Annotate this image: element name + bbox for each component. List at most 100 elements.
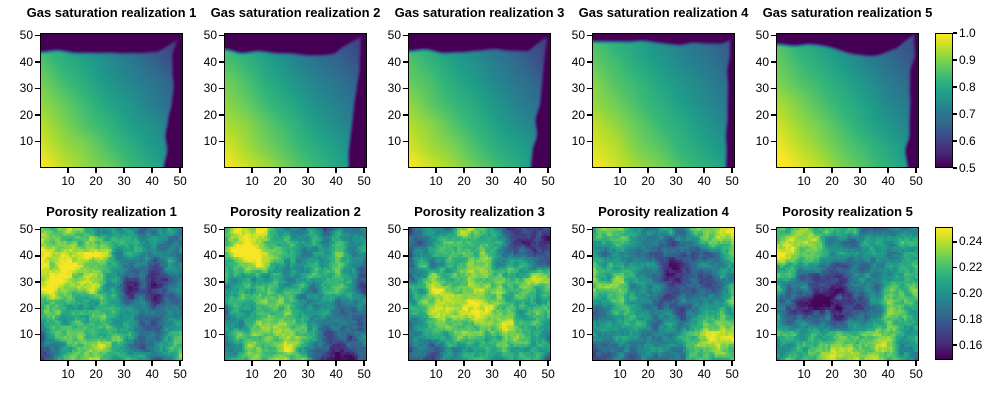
y-tick-label: 50 [203, 222, 217, 237]
x-tick-label: 40 [881, 174, 895, 188]
heatmap-plot [592, 227, 735, 361]
y-tick-label: 50 [571, 28, 585, 43]
heatmap-canvas [225, 228, 366, 360]
panel-title: Porosity realization 2 [230, 204, 361, 219]
x-tick-label: 30 [301, 174, 315, 188]
colorbar-tick-label: 0.22 [959, 260, 983, 275]
y-tick-mark [587, 228, 592, 231]
panel-title: Gas saturation realization 2 [210, 5, 381, 20]
y-tick-mark [403, 228, 408, 231]
x-tick-label: 20 [641, 367, 655, 381]
y-tick-mark [219, 255, 224, 257]
x-tick-label: 50 [173, 367, 187, 381]
x-tick-mark [335, 361, 337, 366]
heatmap-plot [224, 227, 367, 361]
x-tick-mark [675, 361, 677, 366]
colorbar-tick-label: 0.18 [959, 311, 983, 326]
x-tick-label: 30 [669, 367, 683, 381]
x-tick-mark [179, 361, 181, 366]
y-tick-mark [35, 34, 40, 37]
x-tick-mark [703, 361, 705, 366]
y-tick-label: 50 [19, 28, 33, 43]
y-tick-label: 30 [387, 274, 401, 289]
y-tick-label: 40 [387, 248, 401, 263]
x-tick-label: 40 [513, 367, 527, 381]
x-tick-label: 50 [173, 174, 187, 188]
x-tick-label: 50 [725, 174, 739, 188]
x-tick-mark [731, 168, 733, 173]
x-tick-mark [463, 168, 465, 173]
x-tick-mark [335, 168, 337, 173]
y-tick-label: 20 [19, 107, 33, 122]
heatmap-plot [776, 33, 919, 168]
colorbar-tick-mark [953, 59, 957, 61]
x-tick-label: 50 [357, 174, 371, 188]
x-tick-mark [463, 361, 465, 366]
y-tick-mark [219, 140, 224, 143]
y-tick-mark [771, 255, 776, 257]
y-tick-label: 50 [203, 28, 217, 43]
x-tick-label: 10 [429, 174, 443, 188]
x-tick-label: 10 [797, 367, 811, 381]
y-tick-label: 40 [571, 248, 585, 263]
x-tick-mark [363, 361, 365, 366]
x-tick-label: 20 [89, 367, 103, 381]
x-tick-mark [547, 168, 549, 173]
y-tick-label: 40 [571, 54, 585, 69]
y-tick-mark [35, 281, 40, 283]
y-tick-mark [771, 114, 776, 116]
colorbar-tick-mark [953, 113, 957, 115]
y-tick-label: 40 [203, 248, 217, 263]
y-tick-mark [219, 87, 224, 90]
x-tick-label: 10 [245, 367, 259, 381]
x-tick-mark [675, 168, 677, 173]
colorbar-tick-label: 0.6 [959, 133, 976, 148]
heatmap-canvas [41, 228, 182, 360]
colorbar-tick-mark [953, 140, 957, 142]
x-tick-label: 20 [273, 174, 287, 188]
colorbar-tick-mark [953, 167, 957, 169]
y-tick-mark [587, 255, 592, 257]
x-tick-label: 20 [641, 174, 655, 188]
y-tick-label: 30 [571, 274, 585, 289]
y-tick-label: 20 [755, 107, 769, 122]
x-tick-mark [803, 361, 805, 366]
x-tick-mark [831, 361, 833, 366]
x-tick-mark [179, 168, 181, 173]
y-tick-mark [403, 61, 408, 63]
y-tick-mark [587, 281, 592, 283]
y-tick-mark [219, 307, 224, 310]
x-tick-mark [151, 168, 153, 173]
x-tick-mark [363, 168, 365, 173]
x-tick-mark [251, 361, 253, 366]
y-tick-mark [587, 61, 592, 63]
y-tick-label: 20 [203, 300, 217, 315]
y-tick-mark [403, 140, 408, 143]
y-tick-mark [771, 34, 776, 37]
colorbar-tick-label: 0.20 [959, 286, 983, 300]
colorbar-tick-mark [953, 318, 957, 321]
x-tick-mark [491, 168, 493, 173]
y-tick-mark [35, 61, 40, 63]
heatmap-plot [408, 33, 551, 168]
heatmap-plot [776, 227, 919, 361]
y-tick-label: 10 [203, 134, 217, 149]
x-tick-mark [151, 361, 153, 366]
y-tick-label: 30 [387, 81, 401, 96]
y-tick-label: 50 [755, 28, 769, 43]
y-tick-label: 50 [387, 28, 401, 43]
y-tick-label: 40 [755, 54, 769, 69]
heatmap-canvas [41, 34, 182, 167]
y-tick-mark [403, 334, 408, 336]
y-tick-label: 10 [755, 134, 769, 149]
x-tick-label: 30 [669, 174, 683, 188]
x-tick-label: 30 [485, 367, 499, 381]
x-tick-mark [307, 168, 309, 173]
heatmap-canvas [225, 34, 366, 167]
heatmap-canvas [593, 34, 734, 167]
y-tick-mark [35, 114, 40, 116]
y-tick-mark [587, 140, 592, 143]
x-tick-label: 20 [825, 174, 839, 188]
heatmap-canvas [409, 34, 550, 167]
